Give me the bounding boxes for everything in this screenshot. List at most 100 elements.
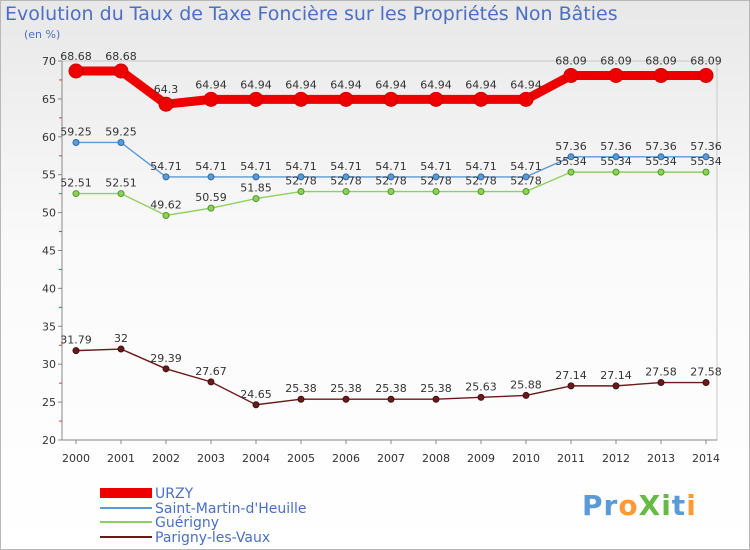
data-label-saint-martin-d-heuille: 54.71 <box>240 160 272 173</box>
data-point-parigny-les-vaux <box>72 347 80 355</box>
data-label-urzy: 64.94 <box>465 78 497 91</box>
data-point-gu-rigny <box>252 195 260 203</box>
data-point-saint-martin-d-heuille <box>702 153 710 161</box>
data-label-urzy: 68.09 <box>600 54 632 67</box>
data-point-saint-martin-d-heuille <box>477 173 485 181</box>
data-label-saint-martin-d-heuille: 57.36 <box>645 140 677 153</box>
series-layer: 68.68 68.68 64.3 64.94 64.94 64.94 64.94 64.94 6… <box>60 50 722 409</box>
data-point-gu-rigny <box>657 168 665 176</box>
data-label-urzy: 64.94 <box>285 78 317 91</box>
x-tick-label: 2009 <box>467 452 495 465</box>
brand-letter: o <box>618 489 639 522</box>
legend-label: Saint-Martin-d'Heuille <box>155 501 307 517</box>
data-point-urzy <box>113 63 129 79</box>
data-point-parigny-les-vaux <box>657 379 665 387</box>
data-label-urzy: 68.09 <box>555 54 587 67</box>
x-tick-label: 2004 <box>242 452 270 465</box>
y-axis-unit-label: (en %) <box>24 28 61 41</box>
data-point-urzy <box>383 91 399 107</box>
data-label-gu-rigny: 51.85 <box>240 182 272 195</box>
data-point-gu-rigny <box>162 211 170 219</box>
data-point-urzy <box>608 67 624 83</box>
data-label-saint-martin-d-heuille: 57.36 <box>555 140 587 153</box>
data-point-parigny-les-vaux <box>117 345 125 353</box>
legend-label: URZY <box>155 486 194 502</box>
data-point-gu-rigny <box>72 190 80 198</box>
y-tick-label: 30 <box>42 358 56 371</box>
y-tick-label: 20 <box>42 434 56 447</box>
data-point-saint-martin-d-heuille <box>207 173 215 181</box>
data-point-gu-rigny <box>612 168 620 176</box>
data-point-gu-rigny <box>432 188 440 196</box>
y-tick-label: 35 <box>42 320 56 333</box>
brand-logo: ProXiti <box>582 489 697 522</box>
data-point-parigny-les-vaux <box>702 379 710 387</box>
data-label-parigny-les-vaux: 27.58 <box>690 366 722 379</box>
brand-letter: i <box>661 489 672 522</box>
data-point-saint-martin-d-heuille <box>162 173 170 181</box>
data-label-urzy: 68.09 <box>690 54 722 67</box>
data-label-parigny-les-vaux: 31.79 <box>60 334 92 347</box>
data-point-urzy <box>518 91 534 107</box>
data-label-urzy: 64.94 <box>510 78 542 91</box>
data-label-gu-rigny: 55.34 <box>555 155 587 168</box>
legend-label: Parigny-les-Vaux <box>155 530 270 546</box>
x-tick-label: 2006 <box>332 452 360 465</box>
data-label-parigny-les-vaux: 25.38 <box>285 382 317 395</box>
data-label-urzy: 64.3 <box>154 83 179 96</box>
data-point-saint-martin-d-heuille <box>342 173 350 181</box>
data-point-saint-martin-d-heuille <box>387 173 395 181</box>
data-label-parigny-les-vaux: 27.14 <box>555 369 587 382</box>
y-tick-label: 65 <box>42 93 56 106</box>
data-point-saint-martin-d-heuille <box>657 153 665 161</box>
data-label-parigny-les-vaux: 29.39 <box>150 352 182 365</box>
y-tick-label: 70 <box>42 55 56 68</box>
data-label-urzy: 68.68 <box>105 50 137 63</box>
data-point-urzy <box>563 67 579 83</box>
data-point-urzy <box>653 67 669 83</box>
data-label-parigny-les-vaux: 25.38 <box>420 382 452 395</box>
data-label-parigny-les-vaux: 25.63 <box>465 380 497 393</box>
data-label-gu-rigny: 52.78 <box>420 175 452 188</box>
brand-letter: P <box>582 489 604 522</box>
data-label-urzy: 68.09 <box>645 54 677 67</box>
data-point-urzy <box>68 63 84 79</box>
data-label-urzy: 64.94 <box>375 78 407 91</box>
x-tick-label: 2003 <box>197 452 225 465</box>
data-point-urzy <box>338 91 354 107</box>
data-point-parigny-les-vaux <box>162 365 170 373</box>
data-point-urzy <box>203 91 219 107</box>
data-label-saint-martin-d-heuille: 54.71 <box>285 160 317 173</box>
legend-label: Guérigny <box>155 515 219 531</box>
data-point-parigny-les-vaux <box>477 393 485 401</box>
data-label-parigny-les-vaux: 32 <box>114 332 128 345</box>
brand-letter: r <box>603 489 619 522</box>
data-label-gu-rigny: 50.59 <box>195 191 227 204</box>
data-point-saint-martin-d-heuille <box>72 138 80 146</box>
axes: 20 25 30 35 40 45 50 55 60 65 70 2000 2001 2002 2003 20… <box>42 55 720 465</box>
data-point-saint-martin-d-heuille <box>252 173 260 181</box>
y-tick-label: 55 <box>42 169 56 182</box>
data-label-parigny-les-vaux: 25.38 <box>330 382 362 395</box>
data-label-saint-martin-d-heuille: 54.71 <box>150 160 182 173</box>
data-label-gu-rigny: 52.51 <box>60 177 92 190</box>
x-tick-label: 2001 <box>107 452 135 465</box>
data-label-saint-martin-d-heuille: 54.71 <box>420 160 452 173</box>
data-label-parigny-les-vaux: 25.88 <box>510 378 542 391</box>
data-label-saint-martin-d-heuille: 59.25 <box>60 125 92 138</box>
data-point-gu-rigny <box>387 188 395 196</box>
data-point-gu-rigny <box>117 190 125 198</box>
data-label-gu-rigny: 52.51 <box>105 177 137 190</box>
data-label-parigny-les-vaux: 25.38 <box>375 382 407 395</box>
y-tick-label: 50 <box>42 207 56 220</box>
y-tick-label: 25 <box>42 396 56 409</box>
data-label-saint-martin-d-heuille: 54.71 <box>195 160 227 173</box>
data-point-parigny-les-vaux <box>387 395 395 403</box>
data-label-urzy: 64.94 <box>240 78 272 91</box>
data-label-gu-rigny: 52.78 <box>330 175 362 188</box>
chart-title: Evolution du Taux de Taxe Foncière sur l… <box>5 3 618 25</box>
data-label-parigny-les-vaux: 27.14 <box>600 369 632 382</box>
data-point-urzy <box>698 67 714 83</box>
